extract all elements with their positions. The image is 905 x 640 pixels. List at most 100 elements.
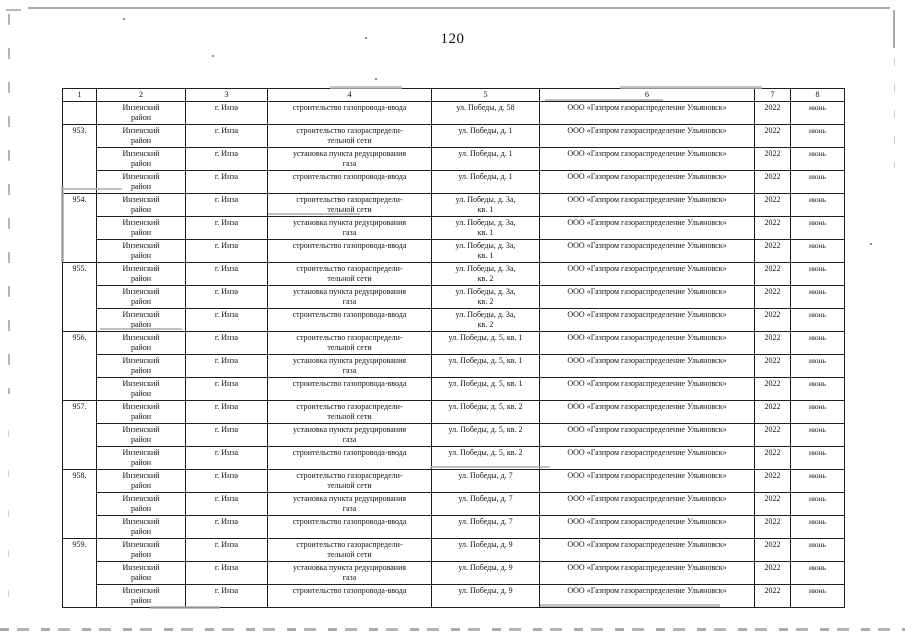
table-row: Инзенский район г. Инза установка пункта р…: [63, 285, 845, 309]
city-cell: г. Инза: [185, 285, 268, 309]
organization-cell: ООО «Газпром газораспределение Ульяновск…: [539, 354, 755, 378]
work-cell: строительство газораспредели- тельной се…: [267, 331, 432, 355]
work-cell: строительство газопровода-ввода: [267, 377, 432, 401]
table-row: Инзенский район г. Инза строительство газо…: [63, 377, 845, 401]
address-cell: ул. Победы, д. 3а, кв. 2: [431, 285, 540, 309]
city-cell: г. Инза: [185, 239, 268, 263]
district-cell: Инзенский район: [96, 124, 186, 148]
organization-cell: ООО «Газпром газораспределение Ульяновск…: [539, 492, 755, 516]
work-cell: установка пункта редуцирования газа: [267, 492, 432, 516]
row-number-cell: 954.: [62, 193, 97, 263]
work-cell: строительство газопровода-ввода: [267, 515, 432, 539]
year-cell: 2022: [754, 538, 791, 562]
organization-cell: ООО «Газпром газораспределение Ульяновск…: [539, 561, 755, 585]
district-cell: Инзенский район: [96, 170, 186, 194]
row-number-cell: 956.: [62, 331, 97, 401]
table-row: Инзенский район г. Инза установка пункта р…: [63, 354, 845, 378]
district-cell: Инзенский район: [96, 147, 186, 171]
work-cell: строительство газопровода-ввода: [267, 101, 432, 125]
header-row: 1 2 3 4 5 6 7 8: [62, 88, 845, 102]
city-cell: г. Инза: [185, 193, 268, 217]
address-cell: ул. Победы, д. 7: [431, 492, 540, 516]
year-cell: 2022: [754, 147, 791, 171]
month-cell: июнь: [790, 216, 845, 240]
organization-cell: ООО «Газпром газораспределение Ульяновск…: [539, 262, 755, 286]
organization-cell: ООО «Газпром газораспределение Ульяновск…: [539, 469, 755, 493]
organization-cell: ООО «Газпром газораспределение Ульяновск…: [539, 193, 755, 217]
table-row: 958. Инзенский район г. Инза строительство …: [62, 469, 845, 539]
month-cell: июнь: [790, 262, 845, 286]
row-number-cell: 955.: [62, 262, 97, 332]
month-cell: июнь: [790, 124, 845, 148]
address-cell: ул. Победы, д. 3а, кв. 1: [431, 216, 540, 240]
district-cell: Инзенский район: [96, 469, 186, 493]
organization-cell: ООО «Газпром газораспределение Ульяновск…: [539, 446, 755, 470]
year-cell: 2022: [754, 446, 791, 470]
month-cell: июнь: [790, 492, 845, 516]
table-row: Инзенский район г. Инза строительство газо…: [63, 308, 845, 332]
header-col-3: 3: [185, 88, 268, 102]
address-cell: ул. Победы, д. 5, кв. 1: [431, 354, 540, 378]
district-cell: Инзенский район: [96, 561, 186, 585]
table-row: Инзенский район г. Инза установка пункта р…: [63, 216, 845, 240]
district-cell: Инзенский район: [96, 239, 186, 263]
table-row: Инзенский район г. Инза строительство газо…: [63, 170, 845, 194]
city-cell: г. Инза: [185, 331, 268, 355]
address-cell: ул. Победы, д. 3а, кв. 1: [431, 239, 540, 263]
month-cell: июнь: [790, 446, 845, 470]
month-cell: июнь: [790, 101, 845, 125]
month-cell: июнь: [790, 538, 845, 562]
year-cell: 2022: [754, 423, 791, 447]
month-cell: июнь: [790, 331, 845, 355]
work-cell: строительство газопровода-ввода: [267, 446, 432, 470]
month-cell: июнь: [790, 423, 845, 447]
city-cell: г. Инза: [185, 101, 268, 125]
city-cell: г. Инза: [185, 170, 268, 194]
year-cell: 2022: [754, 262, 791, 286]
city-cell: г. Инза: [185, 262, 268, 286]
city-cell: г. Инза: [185, 423, 268, 447]
city-cell: г. Инза: [185, 584, 268, 608]
organization-cell: ООО «Газпром газораспределение Ульяновск…: [539, 400, 755, 424]
work-cell: установка пункта редуцирования газа: [267, 354, 432, 378]
table-row: 955. Инзенский район г. Инза строительство …: [62, 262, 845, 332]
month-cell: июнь: [790, 147, 845, 171]
month-cell: июнь: [790, 239, 845, 263]
district-cell: Инзенский район: [96, 584, 186, 608]
header-col-4: 4: [267, 88, 432, 102]
year-cell: 2022: [754, 193, 791, 217]
district-cell: Инзенский район: [96, 193, 186, 217]
work-cell: строительство газораспредели- тельной се…: [267, 538, 432, 562]
year-cell: 2022: [754, 124, 791, 148]
year-cell: 2022: [754, 216, 791, 240]
table-row: 953. Инзенский район г. Инза строительство …: [62, 124, 845, 194]
address-cell: ул. Победы, д. 5, кв. 2: [431, 446, 540, 470]
work-cell: установка пункта редуцирования газа: [267, 561, 432, 585]
table-row: Инзенский район г. Инза строительство газо…: [63, 239, 845, 263]
year-cell: 2022: [754, 331, 791, 355]
address-cell: ул. Победы, д. 9: [431, 584, 540, 608]
row-number-cell: 957.: [62, 400, 97, 470]
scan-artifact-right-edge: [894, 58, 895, 168]
address-cell: ул. Победы, д. 1: [431, 124, 540, 148]
organization-cell: ООО «Газпром газораспределение Ульяновск…: [539, 124, 755, 148]
work-cell: строительство газораспредели- тельной се…: [267, 262, 432, 286]
header-col-5: 5: [431, 88, 540, 102]
address-cell: ул. Победы, д. 3а, кв. 2: [431, 308, 540, 332]
organization-cell: ООО «Газпром газораспределение Ульяновск…: [539, 584, 755, 608]
city-cell: г. Инза: [185, 561, 268, 585]
header-col-8: 8: [790, 88, 845, 102]
city-cell: г. Инза: [185, 492, 268, 516]
organization-cell: ООО «Газпром газораспределение Ульяновск…: [539, 377, 755, 401]
scan-speck: [375, 78, 377, 80]
table-row: Инзенский район г. Инза строительство газо…: [63, 515, 845, 539]
city-cell: г. Инза: [185, 124, 268, 148]
organization-cell: ООО «Газпром газораспределение Ульяновск…: [539, 216, 755, 240]
scan-speck: [870, 243, 872, 245]
header-col-1: 1: [62, 88, 97, 102]
month-cell: июнь: [790, 285, 845, 309]
year-cell: 2022: [754, 561, 791, 585]
organization-cell: ООО «Газпром газораспределение Ульяновск…: [539, 515, 755, 539]
district-cell: Инзенский район: [96, 262, 186, 286]
